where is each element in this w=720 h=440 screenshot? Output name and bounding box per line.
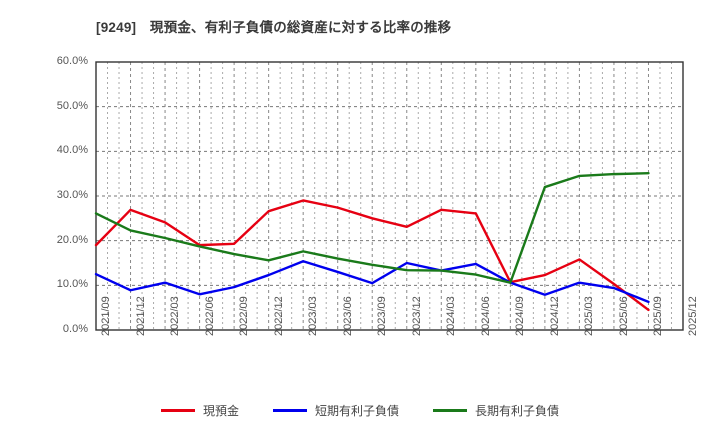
plot-frame — [95, 61, 684, 331]
x-axis-tick-label: 2023/12 — [410, 296, 423, 336]
legend-label: 現預金 — [202, 404, 239, 418]
series-line-0 — [94, 199, 650, 312]
plot-border — [95, 61, 684, 331]
series-lines — [94, 172, 650, 312]
series-line-2 — [94, 172, 650, 284]
x-axis-tick-label: 2023/09 — [376, 296, 389, 336]
x-axis-tick-label: 2025/12 — [687, 296, 699, 336]
series-line-1 — [94, 260, 650, 304]
x-axis-tick-label: 2022/09 — [238, 296, 251, 336]
x-axis-tick-label: 2022/06 — [203, 296, 216, 336]
legend-color-swatch — [160, 409, 195, 412]
legend-item-0[interactable]: 現預金 — [160, 402, 239, 419]
x-axis-tick-label: 2025/03 — [583, 296, 596, 336]
x-axis-tick-label: 2024/09 — [514, 296, 527, 336]
legend-label: 長期有利子負債 — [475, 404, 560, 418]
x-axis-tick-label: 2021/12 — [134, 296, 147, 336]
legend-color-swatch — [272, 409, 307, 412]
x-axis-tick-label: 2022/03 — [169, 296, 182, 336]
y-axis-tick-label: 50.0% — [56, 99, 88, 112]
y-axis-tick-label: 40.0% — [56, 144, 88, 157]
x-axis-tick-label: 2023/06 — [341, 296, 354, 336]
x-axis-tick-label: 2024/12 — [548, 296, 561, 336]
y-axis-tick-label: 0.0% — [62, 323, 88, 335]
legend-item-1[interactable]: 短期有利子負債 — [272, 402, 399, 419]
chart-title: [9249] 現預金、有利子負債の総資産に対する比率の推移 — [96, 20, 452, 35]
legend-label: 短期有利子負債 — [314, 404, 399, 418]
y-axis-tick-label: 30.0% — [56, 189, 88, 201]
y-axis-tick-label: 60.0% — [56, 55, 88, 67]
x-axis-tick-label: 2025/09 — [652, 296, 665, 336]
x-axis-tick-label: 2025/06 — [617, 296, 630, 336]
x-axis-tick-label: 2023/03 — [307, 296, 320, 336]
legend-item-2[interactable]: 長期有利子負債 — [433, 402, 559, 419]
x-axis-tick-label: 2024/06 — [479, 296, 492, 336]
x-axis-tick-label: 2024/03 — [445, 296, 458, 336]
legend-color-swatch — [433, 409, 467, 412]
x-axis-tick-label: 2021/09 — [100, 296, 112, 336]
chart-legend: 現預金 短期有利子負債 長期有利子負債 — [0, 402, 720, 419]
y-axis-tick-label: 20.0% — [56, 233, 88, 246]
x-axis-tick-label: 2022/12 — [272, 296, 285, 336]
y-axis-tick-label: 10.0% — [56, 278, 88, 291]
